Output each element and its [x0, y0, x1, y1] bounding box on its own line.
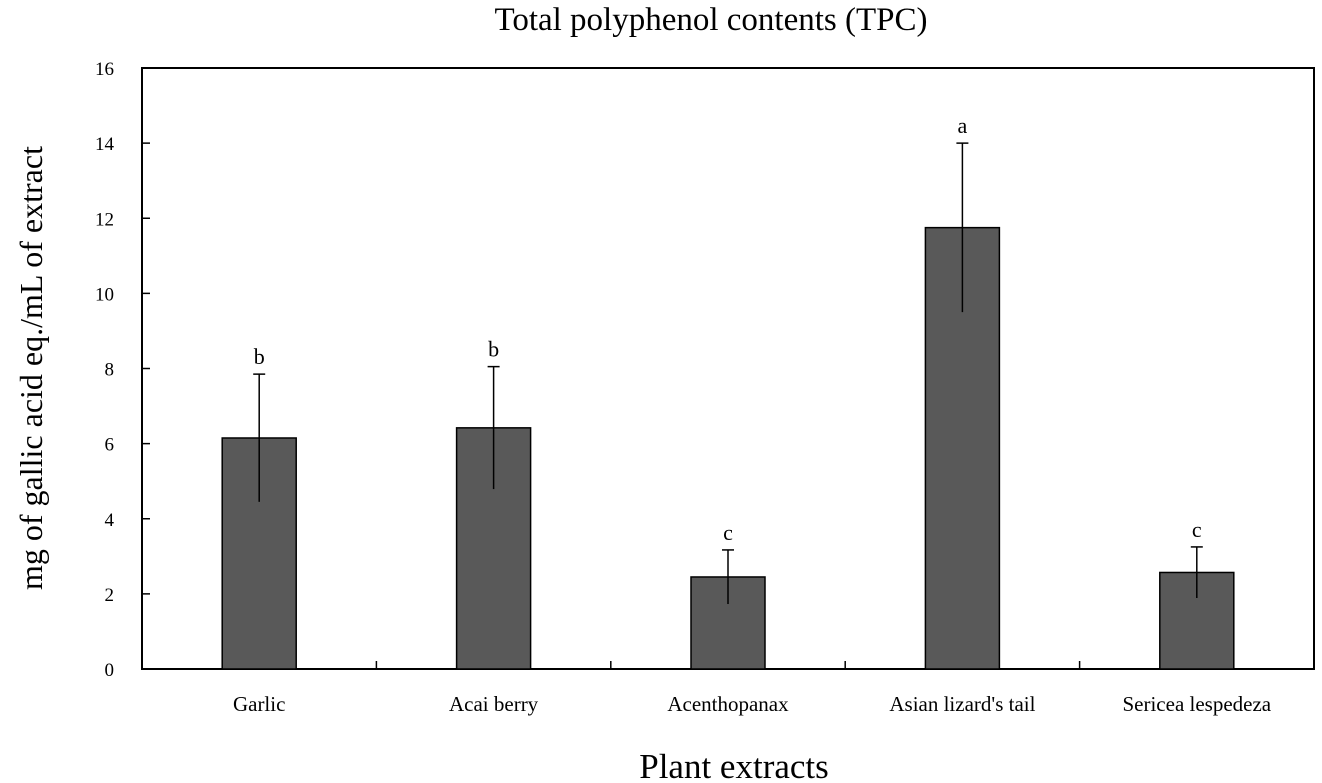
- y-tick-label: 4: [105, 510, 115, 531]
- y-tick-label: 6: [105, 435, 115, 456]
- significance-label: a: [958, 113, 968, 138]
- bar: [221, 437, 297, 670]
- y-tick-label: 8: [105, 360, 115, 381]
- y-axis-label: mg of gallic acid eq./mL of extract: [13, 146, 49, 590]
- significance-label: c: [1192, 517, 1202, 542]
- chart-title: Total polyphenol contents (TPC): [494, 2, 927, 38]
- x-axis-label: Plant extracts: [639, 747, 829, 783]
- x-tick-label: Garlic: [233, 692, 285, 716]
- y-tick-label: 14: [95, 134, 115, 155]
- y-tick-label: 16: [95, 59, 114, 80]
- x-tick-label: Acenthopanax: [667, 692, 789, 716]
- significance-label: c: [723, 520, 733, 545]
- y-tick-label: 10: [95, 284, 114, 305]
- y-axis: 0 2 4 6 8 10 12 14 16: [95, 59, 150, 681]
- significance-label: b: [488, 337, 499, 362]
- significance-label: b: [254, 344, 265, 369]
- x-axis: Garlic Acai berry Acenthopanax Asian lizard…: [233, 661, 1272, 716]
- x-tick-label: Acai berry: [449, 692, 539, 716]
- y-tick-label: 0: [105, 660, 115, 681]
- y-tick-label: 12: [95, 209, 114, 230]
- x-tick-label: Asian lizard's tail: [889, 692, 1035, 716]
- x-tick-label: Sericea lespedeza: [1122, 692, 1271, 716]
- y-tick-label: 2: [105, 585, 115, 606]
- bars-group: b b c a c: [221, 113, 1235, 670]
